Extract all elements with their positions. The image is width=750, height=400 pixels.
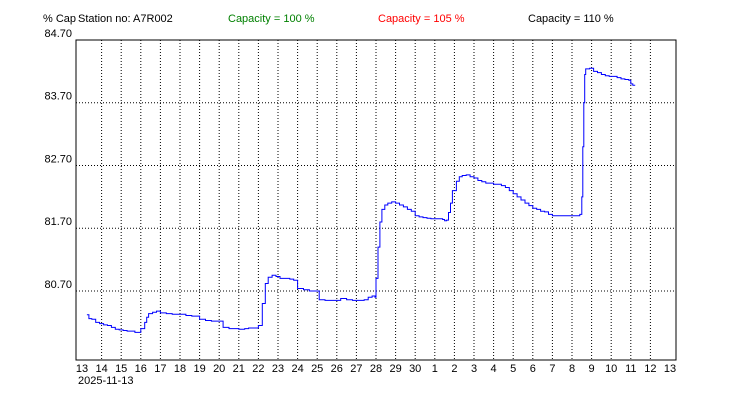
y-axis-labels: 84.70 83.70 82.70 81.70 80.70 (44, 28, 72, 291)
station-label: Station no: A7R002 (78, 13, 173, 25)
x-tick-label: 16 (135, 363, 147, 375)
x-tick-label: 7 (549, 363, 555, 375)
x-tick-label: 21 (233, 363, 245, 375)
x-tick-label: 29 (389, 363, 401, 375)
plot-frame (75, 39, 677, 361)
x-tick-label: 20 (213, 363, 225, 375)
x-tick-label: 2 (451, 363, 457, 375)
x-tick-label: 30 (409, 363, 421, 375)
x-tick-label: 22 (252, 363, 264, 375)
x-tick-label: 14 (95, 363, 107, 375)
series-line-capacity (86, 67, 636, 333)
x-tick-label: 18 (174, 363, 186, 375)
y-tick-label: 82.70 (44, 153, 72, 165)
x-tick-label: 10 (605, 363, 617, 375)
x-tick-label: 23 (272, 363, 284, 375)
x-tick-label: 11 (625, 363, 636, 375)
x-tick-label: 15 (115, 363, 127, 375)
y-tick-label: 80.70 (44, 279, 72, 291)
x-tick-label: 6 (530, 363, 536, 375)
x-tick-label: 13 (664, 363, 676, 375)
x-tick-label: 3 (471, 363, 477, 375)
legend-capacity-100: Capacity = 100 % (228, 13, 315, 25)
x-axis-labels: 13 14 15 16 17 18 19 20 21 22 23 24 25 26 27 28 29 30 1 2 3 4… (76, 363, 676, 375)
x-tick-label: 8 (569, 363, 575, 375)
x-tick-label: 25 (311, 363, 323, 375)
y-tick-label: 81.70 (44, 216, 72, 228)
y-axis-unit: % Cap (43, 13, 77, 25)
x-tick-label: 19 (193, 363, 205, 375)
x-tick-label: 26 (331, 363, 343, 375)
x-tick-label: 9 (589, 363, 595, 375)
y-tick-label: 83.70 (44, 91, 72, 103)
x-tick-label: 13 (76, 363, 88, 375)
x-tick-label: 4 (491, 363, 497, 375)
x-tick-label: 28 (370, 363, 382, 375)
legend-capacity-105: Capacity = 105 % (378, 13, 465, 25)
start-date-label: 2025-11-13 (78, 375, 133, 387)
x-tick-label: 17 (154, 363, 166, 375)
grid-lines (76, 40, 676, 360)
legend-capacity-110: Capacity = 110 % (528, 13, 614, 25)
y-tick-label: 84.70 (44, 28, 72, 40)
x-tick-label: 5 (510, 363, 516, 375)
x-tick-label: 27 (350, 363, 362, 375)
x-tick-label: 1 (432, 363, 438, 375)
x-tick-label: 24 (291, 363, 303, 375)
x-tick-label: 12 (644, 363, 656, 375)
